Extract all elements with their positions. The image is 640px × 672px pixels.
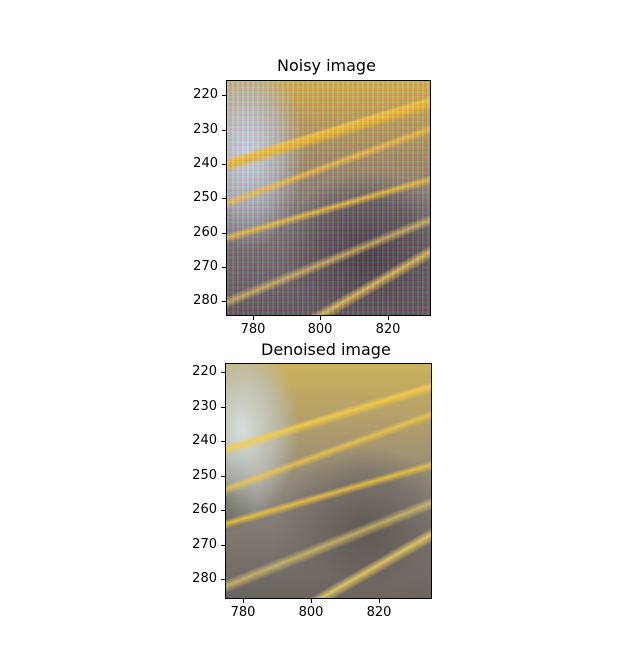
x-tick-label: 780: [230, 605, 256, 620]
x-tick-mark: [243, 599, 244, 603]
x-tick-label: 780: [240, 322, 266, 337]
y-tick-label: 280: [192, 571, 217, 586]
y-tick-label: 280: [193, 293, 218, 308]
denoised-image-panel: Denoised image 220 230 240 250 260 270 2…: [0, 336, 640, 672]
y-tick-label: 260: [193, 225, 218, 240]
y-tick-mark: [221, 545, 225, 546]
y-tick-label: 270: [193, 259, 218, 274]
y-tick-label: 260: [192, 502, 217, 517]
y-tick-mark: [221, 510, 225, 511]
y-tick-mark: [221, 407, 225, 408]
x-tick-mark: [311, 599, 312, 603]
noisy-photo: [227, 81, 430, 315]
x-tick-label: 800: [298, 605, 324, 620]
x-tick-label: 820: [366, 605, 392, 620]
x-tick-mark: [388, 316, 389, 320]
noisy-image-panel: Noisy image 220 230 240 250 260 270 280 …: [193, 56, 431, 337]
y-tick-mark: [221, 579, 225, 580]
x-tick-mark: [379, 599, 380, 603]
y-tick-label: 240: [192, 433, 217, 448]
y-tick-label: 230: [193, 122, 218, 137]
noisy-image-frame: [226, 80, 431, 316]
y-tick-label: 230: [192, 399, 217, 414]
y-tick-mark: [222, 233, 226, 234]
y-tick-label: 270: [192, 537, 217, 552]
x-tick-label: 820: [375, 322, 401, 337]
x-tick-mark: [253, 316, 254, 320]
y-tick-label: 220: [193, 87, 218, 102]
y-tick-mark: [222, 130, 226, 131]
denoised-image-title: Denoised image: [261, 340, 391, 359]
y-tick-label: 240: [193, 156, 218, 171]
noisy-image-title: Noisy image: [277, 56, 376, 75]
y-tick-mark: [221, 441, 225, 442]
y-tick-mark: [221, 372, 225, 373]
denoised-image-frame: [225, 363, 432, 599]
y-tick-mark: [222, 95, 226, 96]
y-tick-mark: [222, 198, 226, 199]
denoised-photo: [226, 364, 431, 598]
y-tick-label: 250: [192, 468, 217, 483]
y-tick-label: 250: [193, 190, 218, 205]
y-tick-mark: [222, 267, 226, 268]
y-tick-label: 220: [192, 364, 217, 379]
y-tick-mark: [221, 476, 225, 477]
y-tick-mark: [222, 301, 226, 302]
y-tick-mark: [222, 164, 226, 165]
x-tick-label: 800: [307, 322, 333, 337]
x-tick-mark: [320, 316, 321, 320]
